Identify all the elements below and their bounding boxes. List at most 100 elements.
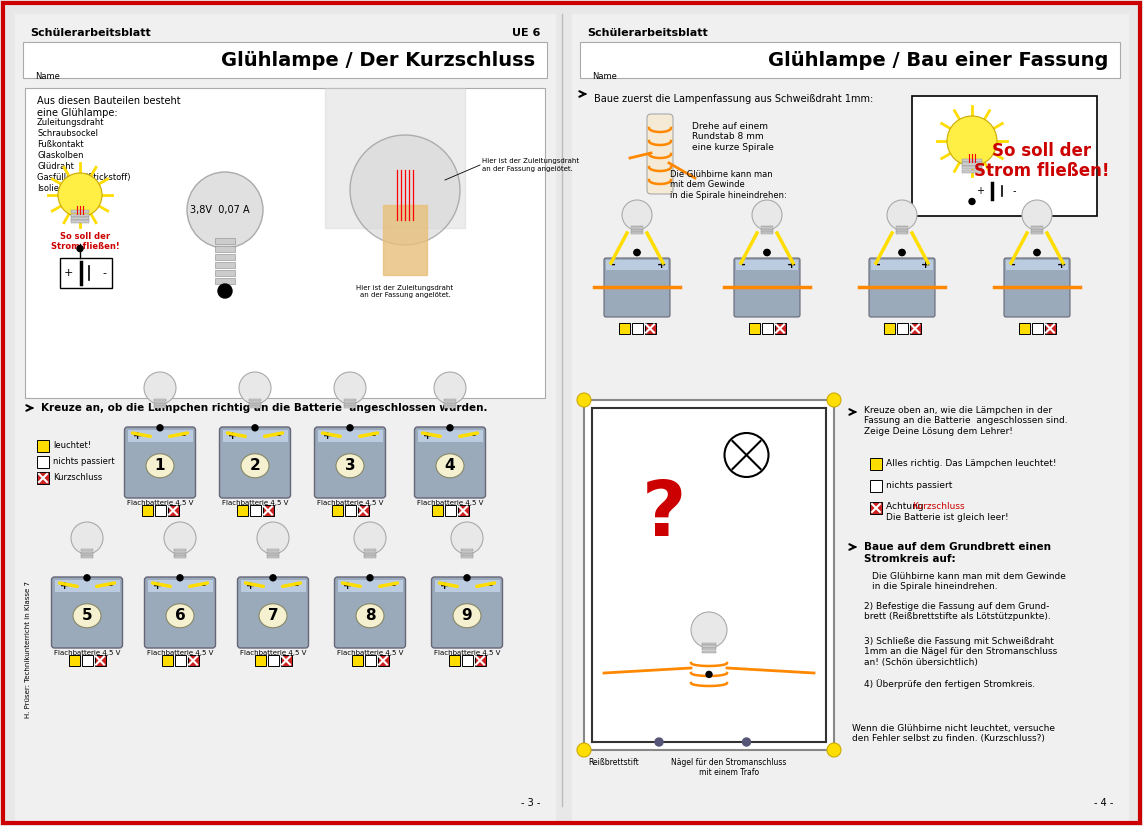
- Bar: [215, 254, 235, 260]
- Circle shape: [434, 372, 466, 404]
- Circle shape: [634, 249, 640, 255]
- Text: 8: 8: [365, 608, 375, 624]
- Text: Alles richtig. Das Lämpchen leuchtet!: Alles richtig. Das Lämpchen leuchtet!: [886, 459, 1056, 468]
- Text: Name: Name: [592, 72, 617, 81]
- Bar: [266, 552, 279, 553]
- Ellipse shape: [435, 453, 464, 477]
- Bar: [318, 430, 383, 442]
- Bar: [761, 230, 773, 232]
- Text: +: +: [59, 581, 69, 591]
- Bar: [174, 549, 186, 551]
- Circle shape: [157, 425, 163, 431]
- Text: 9: 9: [462, 608, 472, 624]
- Bar: [266, 549, 279, 551]
- Text: -: -: [741, 260, 745, 270]
- Text: Flachbatterie 4,5 V: Flachbatterie 4,5 V: [127, 500, 193, 506]
- Bar: [69, 655, 80, 666]
- Text: Hier ist der Zuleitungsdraht
an der Fassung angelötet.: Hier ist der Zuleitungsdraht an der Fass…: [482, 159, 580, 172]
- Bar: [168, 505, 178, 516]
- FancyBboxPatch shape: [432, 577, 503, 648]
- Bar: [71, 221, 89, 223]
- Circle shape: [451, 522, 483, 554]
- Bar: [175, 655, 185, 666]
- Bar: [37, 440, 49, 452]
- Text: Flachbatterie 4,5 V: Flachbatterie 4,5 V: [317, 500, 383, 506]
- Bar: [344, 399, 357, 401]
- Text: -: -: [1010, 260, 1015, 270]
- Circle shape: [1034, 249, 1040, 255]
- Bar: [417, 430, 482, 442]
- Circle shape: [706, 672, 712, 677]
- Bar: [187, 655, 199, 666]
- Bar: [337, 580, 402, 592]
- Text: -: -: [487, 580, 493, 592]
- Text: 2) Befestige die Fassung auf dem Grund-
brett (Reißbrettstifte als Lötstützpunkt: 2) Befestige die Fassung auf dem Grund- …: [864, 602, 1050, 621]
- Bar: [71, 214, 89, 216]
- Bar: [1031, 230, 1044, 232]
- Bar: [761, 228, 773, 230]
- Bar: [215, 246, 235, 252]
- Circle shape: [77, 245, 83, 252]
- Bar: [618, 323, 630, 334]
- Text: Fußkontakt: Fußkontakt: [37, 140, 83, 149]
- Text: +: +: [440, 581, 449, 591]
- Text: nichts passiert: nichts passiert: [53, 458, 114, 467]
- Circle shape: [187, 172, 263, 248]
- Bar: [580, 42, 1120, 78]
- Text: 4) Überprüfe den fertigen Stromkreis.: 4) Überprüfe den fertigen Stromkreis.: [864, 679, 1036, 689]
- Text: Wenn die Glühbirne nicht leuchtet, versuche
den Fehler selbst zu finden. (Kurzsc: Wenn die Glühbirne nicht leuchtet, versu…: [852, 724, 1055, 743]
- Bar: [631, 228, 644, 230]
- Text: Flachbatterie 4,5 V: Flachbatterie 4,5 V: [240, 650, 306, 656]
- Text: So soll der: So soll der: [59, 232, 110, 241]
- FancyBboxPatch shape: [51, 577, 122, 648]
- Circle shape: [447, 425, 453, 431]
- Bar: [443, 404, 456, 406]
- Text: UE 6: UE 6: [512, 28, 539, 38]
- Text: -: -: [1013, 186, 1016, 196]
- Bar: [443, 406, 456, 409]
- Circle shape: [354, 522, 386, 554]
- Bar: [572, 14, 1128, 820]
- Text: Achtung: Achtung: [886, 502, 927, 511]
- Bar: [215, 278, 235, 284]
- Text: Kurzschluss: Kurzschluss: [912, 502, 965, 511]
- Bar: [128, 430, 192, 442]
- Text: Flachbatterie 4,5 V: Flachbatterie 4,5 V: [337, 650, 403, 656]
- Bar: [154, 505, 166, 516]
- Bar: [962, 166, 982, 169]
- Text: +: +: [343, 581, 352, 591]
- Text: Isoliermasse: Isoliermasse: [37, 184, 89, 193]
- Circle shape: [655, 738, 663, 746]
- Circle shape: [900, 249, 905, 255]
- Bar: [962, 159, 982, 162]
- Text: +: +: [786, 260, 796, 270]
- Bar: [702, 643, 717, 645]
- Bar: [81, 655, 93, 666]
- Bar: [71, 211, 89, 213]
- Text: +: +: [227, 431, 237, 441]
- Bar: [153, 406, 167, 409]
- Bar: [884, 323, 895, 334]
- Circle shape: [218, 284, 232, 298]
- Text: -: -: [610, 260, 615, 270]
- Text: Hier ist der Zuleitungsdraht
an der Fassung angelötet.: Hier ist der Zuleitungsdraht an der Fass…: [357, 285, 454, 298]
- FancyBboxPatch shape: [335, 577, 406, 648]
- Bar: [448, 655, 459, 666]
- Bar: [474, 655, 486, 666]
- Text: Nägel für den Stromanschluss
mit einem Trafo: Nägel für den Stromanschluss mit einem T…: [671, 758, 786, 777]
- FancyBboxPatch shape: [144, 577, 216, 648]
- Bar: [153, 401, 167, 404]
- Text: +: +: [921, 260, 930, 270]
- Circle shape: [163, 522, 195, 554]
- Bar: [37, 456, 49, 468]
- Text: -: -: [876, 260, 880, 270]
- FancyBboxPatch shape: [238, 577, 309, 648]
- Bar: [147, 580, 213, 592]
- Bar: [434, 580, 499, 592]
- Circle shape: [752, 200, 782, 230]
- Text: Kurzschluss: Kurzschluss: [53, 473, 102, 482]
- Bar: [255, 655, 265, 666]
- Text: 3,8V  0,07 A: 3,8V 0,07 A: [190, 205, 250, 215]
- Text: 3) Schließe die Fassung mit Schweißdraht
1mm an die Nägel für den Stromanschluss: 3) Schließe die Fassung mit Schweißdraht…: [864, 637, 1057, 667]
- Bar: [912, 96, 1097, 216]
